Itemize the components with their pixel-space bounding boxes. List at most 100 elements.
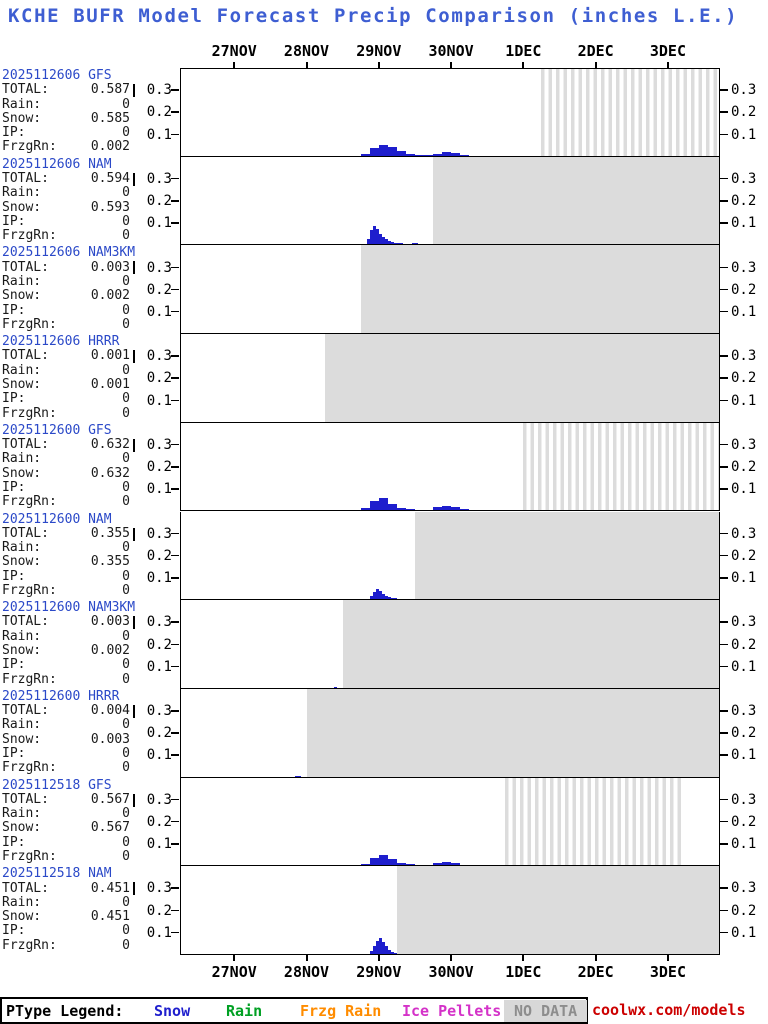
y-tick-mark — [719, 288, 728, 291]
precip-bar-snow — [394, 953, 398, 954]
stat-rain: Rain: 0 — [2, 97, 130, 112]
x-axis-bottom: 27NOV 28NOV 29NOV 30NOV 1DEC 2DEC 3DEC — [180, 955, 720, 985]
stat-total: TOTAL: 0.587 — [2, 82, 130, 97]
stat-value: 0.003 — [90, 259, 130, 275]
precip-bar-snow — [415, 243, 419, 245]
ptype-legend: PType Legend: Snow Rain Frzg Rain Ice Pelle… — [0, 997, 588, 1024]
precip-bar-snow — [370, 500, 380, 511]
total-axis-mark — [133, 527, 135, 541]
stat-ip: IP: 0 — [2, 834, 130, 850]
precip-bar-snow — [433, 153, 443, 156]
y-tick-label: 0.2 — [731, 813, 757, 830]
stat-label: Rain: — [2, 806, 42, 822]
stat-label: IP: — [2, 391, 26, 407]
y-tick-label: 0.1 — [731, 924, 757, 941]
legend-item-rain: Rain — [226, 1002, 263, 1020]
precip-bar-snow — [433, 863, 443, 866]
panels-container: 2025112606 GFS TOTAL: 0.587 Rain: 0 Snow: 0.5… — [0, 68, 768, 955]
site-link[interactable]: coolwx.com/models — [592, 1001, 746, 1019]
y-tick-label: 0.2 — [146, 459, 172, 476]
precip-bar-snow — [433, 507, 443, 511]
panel-stats: 2025112606 GFS TOTAL: 0.587 Rain: 0 Snow: 0.5… — [2, 68, 130, 155]
model-run-label: 2025112600 GFS — [2, 422, 112, 438]
model-panel: 2025112518 GFS TOTAL: 0.567 Rain: 0 Snow: 0.5… — [0, 777, 768, 867]
model-run-label: 2025112518 NAM — [2, 866, 112, 882]
stat-rain: Rain: 0 — [2, 274, 130, 289]
stat-value: 0 — [122, 185, 130, 201]
precip-bar-snow — [379, 145, 389, 156]
page-title: KCHE BUFR Model Forecast Precip Comparis… — [8, 5, 739, 27]
stat-rain: Rain: 0 — [2, 629, 130, 644]
stat-label: IP: — [2, 479, 26, 495]
stat-label: TOTAL: — [2, 259, 49, 275]
stat-total: TOTAL: 0.451 — [2, 881, 130, 896]
y-tick-mark — [719, 732, 728, 734]
panel-stats: 2025112600 GFS TOTAL: 0.632 Rain: 0 Snow: 0.6… — [2, 422, 130, 510]
stat-snow: Snow: 0.585 — [2, 111, 130, 126]
stat-label: FrzgRn: — [2, 760, 57, 776]
precip-bar-snow — [418, 243, 422, 245]
total-axis-mark — [133, 172, 135, 186]
y-tick-mark — [719, 443, 728, 446]
stat-label: Snow: — [2, 465, 42, 481]
precip-bar-snow — [388, 950, 392, 954]
precip-bar-snow — [379, 233, 383, 245]
stat-ip: IP: 0 — [2, 924, 130, 939]
y-tick-mark — [719, 200, 728, 202]
y-tick-mark — [719, 266, 728, 269]
stat-frzgrn: FrzgRn: 0.002 — [2, 139, 130, 155]
stat-value: 0.002 — [90, 643, 130, 659]
y-tick-mark — [171, 820, 179, 823]
precip-bar-snow — [391, 241, 395, 245]
y-tick-mark — [719, 621, 728, 623]
y-tick-mark — [171, 355, 179, 357]
x-tick-mark — [522, 955, 525, 961]
model-panel: 2025112606 NAM TOTAL: 0.594 Rain: 0 Snow: 0.5… — [0, 156, 768, 246]
precip-bar-snow — [403, 243, 407, 245]
precip-bar-snow — [379, 498, 389, 511]
stat-ip: IP: 0 — [2, 657, 130, 673]
x-tick-mark — [305, 955, 308, 961]
y-tick-label: 0.3 — [146, 525, 172, 542]
stat-value: 0.001 — [90, 376, 130, 392]
y-tick-label: 0.2 — [731, 547, 757, 564]
y-tick-label: 0.3 — [731, 348, 757, 365]
stat-frzgrn: FrzgRn: 0 — [2, 406, 130, 421]
stat-frzgrn: FrzgRn: 0 — [2, 938, 130, 953]
legend-title: PType Legend: — [6, 1002, 124, 1020]
y-tick-mark — [171, 222, 179, 224]
y-tick-mark — [719, 798, 728, 801]
x-tick-label: 3DEC — [649, 963, 686, 981]
model-run-label: 2025112600 NAM3KM — [2, 600, 136, 616]
stat-label: FrzgRn: — [2, 228, 57, 244]
stat-value: 0.004 — [90, 703, 130, 719]
model-panel: 2025112606 NAM3KM TOTAL: 0.003 Rain: 0 Snow:… — [0, 245, 768, 335]
precip-bar-snow — [388, 503, 398, 511]
y-tick-label: 0.1 — [731, 392, 757, 409]
stat-snow: Snow: 0.002 — [2, 288, 130, 303]
y-tick-mark — [171, 111, 179, 113]
precip-bar-snow — [406, 509, 416, 511]
stat-label: IP: — [2, 657, 26, 673]
y-tick-label: 0.3 — [146, 703, 172, 720]
y-tick-label: 0.1 — [731, 570, 757, 587]
y-tick-label: 0.1 — [731, 836, 757, 853]
model-run-label: 2025112606 HRRR — [2, 334, 120, 350]
y-tick-mark — [171, 843, 179, 845]
no-data-region — [397, 866, 719, 954]
stat-value: 0 — [122, 834, 130, 850]
stat-label: FrzgRn: — [2, 139, 57, 155]
precip-bar-snow — [394, 598, 398, 600]
stat-value: 0 — [122, 746, 130, 762]
x-tick-mark — [666, 62, 669, 68]
precip-bar-snow — [397, 507, 407, 511]
no-data-region — [343, 600, 719, 688]
x-tick-label: 27NOV — [211, 963, 257, 981]
stat-total: TOTAL: 0.003 — [2, 615, 130, 630]
total-axis-mark — [133, 793, 135, 807]
stat-label: TOTAL: — [2, 703, 49, 719]
precip-bar-snow — [391, 597, 395, 600]
stat-total: TOTAL: 0.567 — [2, 792, 130, 807]
stat-value: 0 — [122, 451, 130, 467]
y-tick-label: 0.2 — [731, 725, 757, 742]
